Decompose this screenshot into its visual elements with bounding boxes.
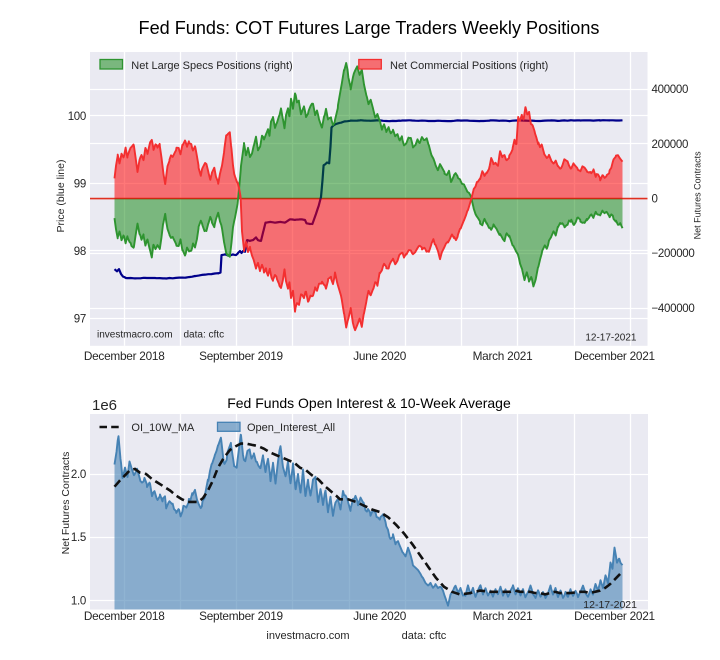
svg-text:1.0: 1.0 (71, 596, 86, 608)
svg-text:Fed Funds Open Interest & 10-W: Fed Funds Open Interest & 10-Week Averag… (227, 395, 511, 411)
svg-text:Net Commercial Positions (righ: Net Commercial Positions (right) (390, 60, 548, 72)
svg-text:Net Large Specs Positions (rig: Net Large Specs Positions (right) (131, 60, 292, 72)
svg-text:−200000: −200000 (652, 248, 695, 260)
svg-text:March 2021: March 2021 (473, 349, 533, 363)
svg-text:September 2019: September 2019 (199, 609, 283, 623)
svg-text:97: 97 (74, 313, 86, 325)
svg-text:−400000: −400000 (652, 303, 695, 315)
svg-text:200000: 200000 (652, 139, 689, 151)
svg-text:June 2020: June 2020 (353, 349, 407, 363)
svg-text:1.5: 1.5 (71, 532, 86, 544)
svg-text:investmacro.com: investmacro.com (266, 630, 349, 642)
svg-text:December 2021: December 2021 (574, 349, 655, 363)
svg-text:99: 99 (74, 178, 86, 190)
svg-text:December 2018: December 2018 (84, 609, 165, 623)
svg-text:Net Futures Contracts: Net Futures Contracts (60, 452, 72, 555)
svg-text:September 2019: September 2019 (199, 349, 283, 363)
svg-text:data: cftc: data: cftc (184, 330, 225, 341)
svg-text:June 2020: June 2020 (353, 609, 407, 623)
svg-text:March 2021: March 2021 (473, 609, 533, 623)
svg-text:OI_10W_MA: OI_10W_MA (131, 422, 195, 434)
svg-text:Net Futures Contracts: Net Futures Contracts (693, 151, 703, 240)
svg-text:2.0: 2.0 (71, 469, 86, 481)
svg-text:400000: 400000 (652, 84, 689, 96)
svg-text:December 2018: December 2018 (84, 349, 165, 363)
svg-text:Price (blue line): Price (blue line) (55, 160, 67, 233)
svg-text:12-17-2021: 12-17-2021 (583, 599, 637, 611)
svg-text:100: 100 (68, 111, 86, 123)
svg-text:investmacro.com: investmacro.com (97, 330, 173, 341)
svg-text:12-17-2021: 12-17-2021 (585, 333, 637, 344)
svg-text:Open_Interest_All: Open_Interest_All (247, 422, 335, 434)
svg-text:December 2021: December 2021 (574, 609, 655, 623)
svg-text:Fed Funds: COT Futures Large T: Fed Funds: COT Futures Large Traders Wee… (139, 18, 600, 38)
svg-text:0: 0 (652, 194, 658, 206)
svg-text:1e6: 1e6 (92, 397, 117, 414)
svg-text:data: cftc: data: cftc (402, 630, 447, 642)
svg-text:98: 98 (74, 246, 86, 258)
